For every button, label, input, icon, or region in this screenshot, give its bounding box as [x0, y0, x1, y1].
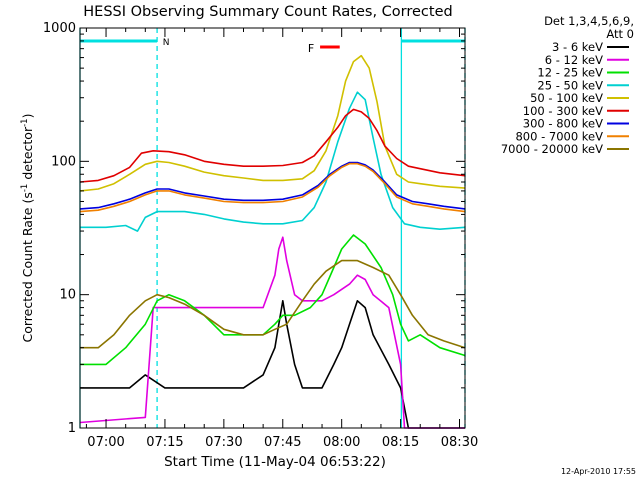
series-line — [80, 236, 465, 429]
legend-label: 50 - 100 keV — [530, 91, 603, 105]
flare-label: F — [308, 42, 314, 55]
chart-title: HESSI Observing Summary Count Rates, Cor… — [83, 4, 452, 20]
series-line — [80, 259, 466, 349]
legend-label: 6 - 12 keV — [545, 53, 603, 67]
plot-frame — [79, 27, 466, 429]
x-tick-label: 08:00 — [323, 435, 360, 450]
series-layer — [80, 54, 466, 429]
series-line — [80, 161, 466, 210]
x-tick-label: 08:30 — [441, 435, 478, 450]
x-axis-label: Start Time (11-May-04 06:53:22) — [164, 454, 386, 470]
night-label: N — [163, 38, 170, 48]
y-axis-label-sup: -1 — [20, 184, 30, 192]
generation-timestamp: 12-Apr-2010 17:55 — [561, 467, 636, 476]
legend-label: 3 - 6 keV — [552, 40, 603, 54]
y-tick-label: 100 — [51, 154, 76, 169]
x-tick-label: 07:30 — [205, 435, 242, 450]
y-axis-label-part: detector — [20, 126, 35, 184]
x-tick-label: 07:45 — [264, 435, 301, 450]
y-axis-label-part: ) — [20, 114, 35, 119]
y-axis-label-part: Corrected Count Rate (s — [20, 192, 35, 342]
legend-header-line: Att 0 — [606, 27, 634, 41]
series-line — [80, 54, 466, 192]
series-line — [80, 91, 466, 232]
series-line — [80, 300, 465, 429]
y-axis-label-sup: -1 — [20, 118, 30, 126]
legend-label: 300 - 800 keV — [523, 117, 603, 131]
series-line — [80, 108, 466, 183]
legend-label: 800 - 7000 keV — [515, 129, 603, 143]
legend-label: 100 - 300 keV — [523, 104, 603, 118]
legend-label: 7000 - 20000 keV — [501, 142, 603, 156]
y-tick-label: 1 — [68, 421, 76, 436]
axis-layer: 07:00 07:15 07:30 07:45 08:00 08:15 08:30 1 10 10… — [43, 21, 478, 450]
x-tick-label: 07:15 — [146, 435, 183, 450]
x-tick-label: 07:00 — [87, 435, 124, 450]
legend-header-line: Det 1,3,4,5,6,9, — [544, 14, 634, 28]
y-tick-label: 1000 — [43, 21, 76, 36]
y-axis-label: Corrected Count Rate (s-1 detector-1) — [20, 114, 35, 343]
legend-label: 25 - 50 keV — [537, 78, 603, 92]
legend-label: 12 - 25 keV — [537, 66, 603, 80]
series-line — [80, 162, 466, 213]
y-tick-label: 10 — [59, 288, 76, 303]
series-line — [80, 234, 466, 366]
x-tick-label: 08:15 — [382, 435, 419, 450]
